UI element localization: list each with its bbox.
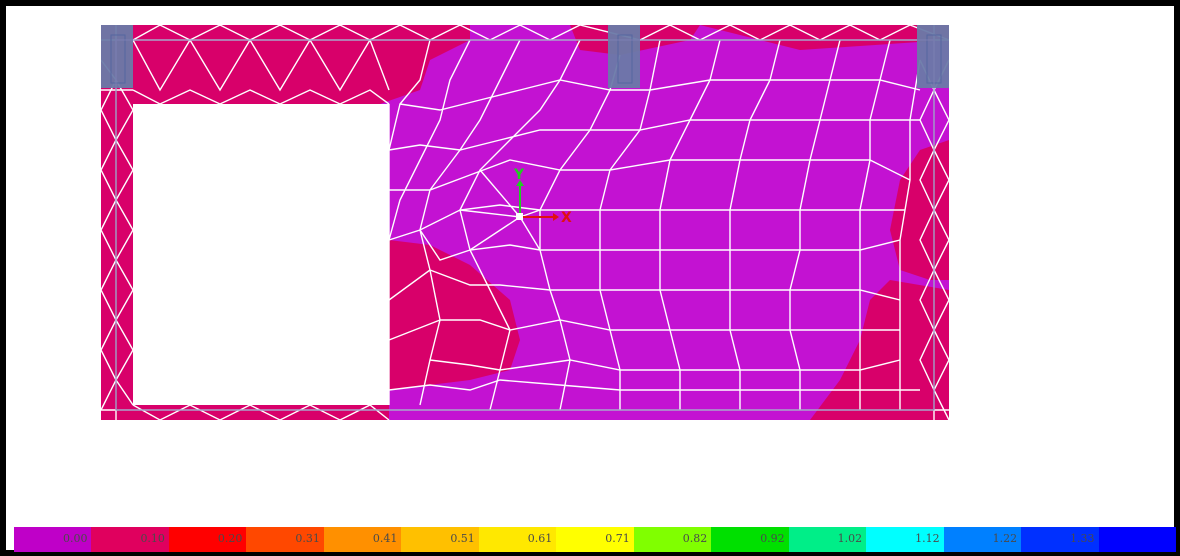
stress-region-mid-left [389,240,520,390]
legend-color-cell: 1.12 [866,527,944,552]
legend-color-cell: 0.82 [633,527,712,552]
local-axes: Y X [513,167,572,226]
legend-value-label: 0.41 [372,532,398,545]
legend-color-cell: 0.92 [711,527,789,552]
legend-color-cell: 0.71 [556,527,634,552]
x-axis-label: X [561,210,572,226]
legend-value-label: 0.61 [527,532,553,545]
stress-region-bottom [133,405,389,420]
legend-value-label: 0.31 [295,532,320,545]
legend-value-label: 0.92 [760,532,785,545]
legend-color-cell: 0.61 [478,527,557,552]
legend-value-label: 0.00 [62,532,88,545]
legend-color-cell: 0.51 [401,527,479,552]
legend-value-label: 0.71 [605,532,630,545]
origin-marker [516,213,523,220]
x-arrow-head [553,213,559,221]
legend-value-label: 0.10 [140,532,165,545]
legend-value-label: 1.12 [915,532,940,545]
y-axis-label: Y [513,167,525,183]
legend-color-cell [1098,527,1177,552]
legend-color-cell: 0.00 [14,527,92,552]
stress-region-right-lower [810,280,949,420]
legend-value-label: 0.82 [682,532,708,545]
y-arrow-head [516,180,524,186]
legend-value-label: 1.33 [1070,532,1095,545]
legend-color-cell: 0.41 [323,527,402,552]
support-right [917,25,949,88]
legend-value-label: 1.22 [992,532,1018,545]
legend-color-cell: 1.22 [943,527,1022,552]
legend-color-cell: 0.10 [91,527,169,552]
support-middle [608,25,640,88]
contour-legend: 0.00 0.10 0.20 0.31 0.41 0.51 0.61 0.71 0.82 0.92… [14,527,1177,552]
legend-color-cell: 0.31 [246,527,324,552]
support-left [101,25,133,88]
legend-value-label: 1.02 [837,532,863,545]
legend-value-label: 0.20 [217,532,243,545]
legend-color-cell: 0.20 [168,527,247,552]
slab-outline [115,39,935,411]
legend-value-label: 0.51 [450,532,475,545]
legend-color-cell: 1.33 [1021,527,1099,552]
slab-opening [133,104,389,405]
legend-color-cell: 1.02 [788,527,867,552]
